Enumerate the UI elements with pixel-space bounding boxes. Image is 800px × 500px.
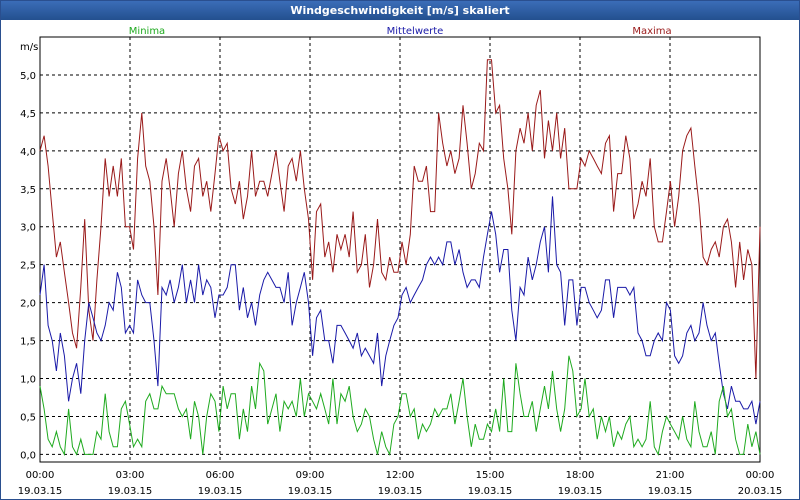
legend-maxima: Maxima — [632, 26, 671, 37]
x-tick-date: 19.03.15 — [108, 486, 153, 497]
legend: Minima Mittelwerte Maxima — [129, 26, 672, 37]
x-tick-labels: 00:00 19.03.15 03:00 19.03.15 06:00 19.03.15 0… — [18, 470, 783, 497]
y-tick-label: 0,0 — [20, 450, 36, 461]
y-tick-label: 2,0 — [20, 299, 36, 310]
x-tick-time: 06:00 — [206, 470, 235, 481]
x-tick-date: 19.03.15 — [288, 486, 333, 497]
x-tick-time: 09:00 — [296, 470, 325, 481]
x-tick-date: 19.03.15 — [198, 486, 243, 497]
chart-title: Windgeschwindigkeit [m/s] skaliert — [1, 1, 799, 20]
x-tick-time: 00:00 — [26, 470, 55, 481]
x-tick-time: 03:00 — [116, 470, 145, 481]
grid — [40, 37, 760, 462]
series-maxima — [39, 59, 761, 379]
x-tick-date: 20.03.15 — [738, 486, 783, 497]
legend-mittelwerte: Mittelwerte — [387, 26, 444, 37]
y-tick-label: 5,0 — [20, 71, 36, 82]
y-tick-label: 3,5 — [20, 185, 36, 196]
y-tick-label: 0,5 — [20, 412, 36, 423]
x-tick-time: 00:00 — [746, 470, 775, 481]
y-tick-label: 4,0 — [20, 147, 36, 158]
x-tick-date: 19.03.15 — [378, 486, 423, 497]
series-minima — [39, 355, 761, 457]
series-lines — [39, 59, 761, 457]
series-mittelwerte — [39, 196, 761, 425]
x-tick-time: 15:00 — [476, 470, 505, 481]
x-tick-time: 21:00 — [656, 470, 685, 481]
y-tick-labels: 0,0 0,5 1,0 1,5 2,0 2,5 3,0 3,5 4,0 4,5 5,0 — [20, 71, 36, 461]
x-tick-time: 12:00 — [386, 470, 415, 481]
y-tick-label: 3,0 — [20, 223, 36, 234]
y-tick-label: 1,0 — [20, 375, 36, 386]
x-tick-date: 19.03.15 — [558, 486, 603, 497]
x-tick-time: 18:00 — [566, 470, 595, 481]
y-tick-label: 2,5 — [20, 261, 36, 272]
x-tick-date: 19.03.15 — [468, 486, 513, 497]
legend-minima: Minima — [129, 26, 165, 37]
y-tick-label: 1,5 — [20, 337, 36, 348]
x-tick-date: 19.03.15 — [18, 486, 63, 497]
y-tick-label: 4,5 — [20, 109, 36, 120]
y-axis-label: m/s — [20, 42, 38, 53]
x-tick-date: 19.03.15 — [648, 486, 693, 497]
